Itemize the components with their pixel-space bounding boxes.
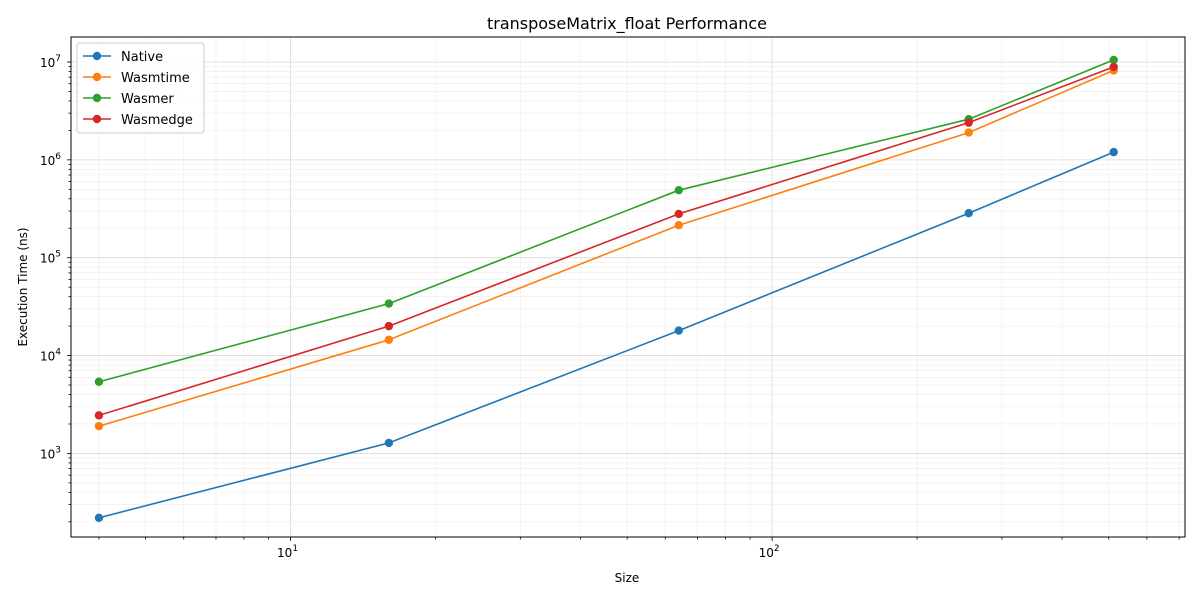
legend-box [76, 42, 205, 134]
series-line-wasmedge [98, 66, 1114, 417]
y-tick-label: 106 [40, 152, 61, 168]
data-point-wasmer [94, 377, 104, 386]
legend-label-wasmedge: Wasmedge [121, 113, 193, 128]
series-line-wasmtime [98, 69, 1115, 427]
series-line-wasmer [98, 59, 1115, 383]
data-point-native [1109, 147, 1118, 157]
x-tick-label: 101 [277, 544, 298, 560]
axis-ticks: 101 102 103 104 105 106 107 [40, 54, 1180, 560]
legend-swatch-marker [92, 51, 102, 61]
x-tick-label: 102 [759, 544, 780, 560]
data-point-native [964, 208, 973, 218]
y-tick-label: 104 [40, 348, 61, 364]
legend-swatch-marker [92, 114, 102, 124]
y-tick-label: 103 [40, 445, 61, 461]
legend-swatch-marker [92, 93, 102, 103]
series-lines [98, 59, 1115, 519]
grid [71, 37, 1185, 537]
data-point-native [384, 438, 394, 448]
series-points [94, 55, 1118, 522]
data-point-wasmedge [94, 411, 104, 420]
data-point-wasmedge [964, 118, 973, 127]
x-axis-label: Size [615, 571, 640, 585]
legend-label-wasmtime: Wasmtime [121, 71, 190, 86]
legend-label-native: Native [121, 50, 163, 65]
y-tick-label: 105 [40, 250, 61, 266]
data-point-native [674, 326, 683, 335]
data-point-wasmtime [964, 128, 973, 137]
data-point-wasmedge [384, 321, 394, 331]
data-point-wasmedge [1109, 62, 1118, 72]
data-point-wasmer [1109, 55, 1118, 65]
data-point-wasmtime [674, 220, 683, 230]
legend-swatch-marker [92, 72, 102, 82]
data-point-wasmtime [384, 335, 394, 344]
legend-label-wasmer: Wasmer [121, 92, 174, 107]
data-point-wasmtime [94, 421, 104, 431]
data-point-wasmer [674, 185, 683, 195]
legend: Native Wasmtime Wasmer Wasmedge [76, 42, 205, 134]
y-axis-label: Execution Time (ns) [16, 227, 30, 346]
data-point-wasmedge [674, 209, 683, 219]
y-tick-label: 107 [40, 54, 61, 70]
data-point-native [94, 513, 104, 522]
chart-title: transposeMatrix_float Performance [487, 14, 767, 34]
data-point-wasmer [384, 299, 394, 308]
